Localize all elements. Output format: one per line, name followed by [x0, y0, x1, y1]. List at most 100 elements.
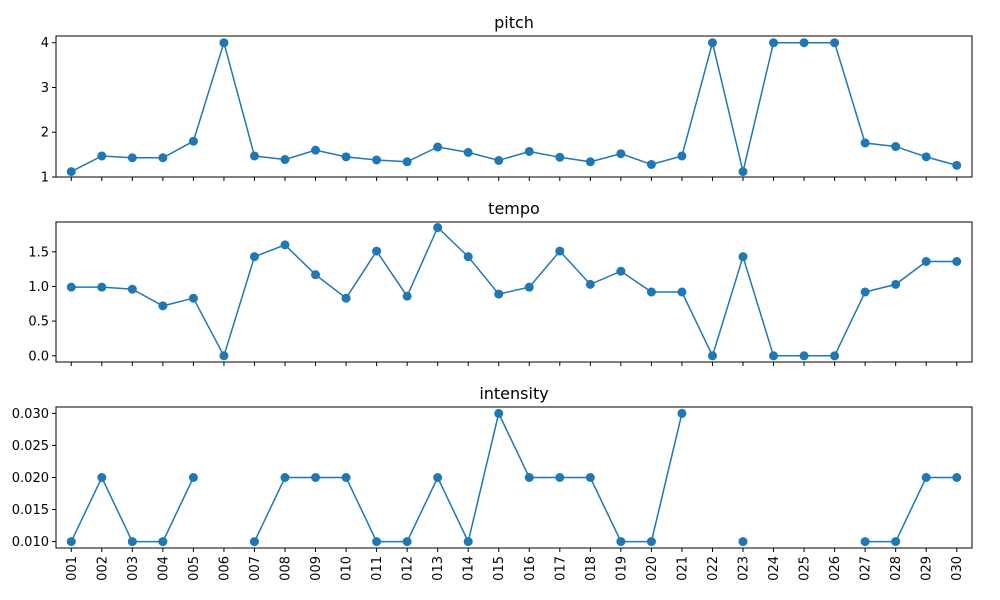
y-tick-label: 0.020: [12, 471, 49, 486]
panel-title: tempo: [488, 199, 540, 218]
panel-intensity: intensity 0.010 0.015 0.020 0.025 0.030: [12, 384, 973, 552]
panel-pitch: pitch 1 2 3 4: [41, 13, 973, 186]
data-point: [738, 252, 748, 262]
x-tick-label: 002: [95, 556, 110, 581]
data-point: [66, 537, 76, 547]
data-point: [158, 153, 168, 163]
y-tick-label: 1.5: [28, 245, 49, 260]
x-tick-label: 027: [859, 556, 874, 581]
y-tick-label: 3: [41, 81, 49, 96]
data-point: [707, 38, 717, 48]
x-tick-label: 009: [309, 556, 324, 581]
y-tick-label: 0.025: [12, 439, 49, 454]
data-point: [952, 257, 962, 267]
x-tick-label: 015: [492, 556, 507, 581]
data-point: [341, 473, 351, 482]
data-point: [677, 408, 687, 418]
x-tick-label: 004: [156, 556, 171, 581]
data-point: [433, 473, 443, 482]
data-point: [433, 223, 443, 233]
data-point: [921, 152, 931, 162]
data-point: [891, 537, 901, 547]
data-point: [860, 138, 870, 148]
data-point: [555, 246, 565, 256]
data-point: [921, 473, 931, 482]
x-tick-label: 016: [523, 556, 538, 581]
data-point: [341, 293, 351, 303]
data-point: [188, 293, 198, 303]
data-point: [555, 152, 565, 162]
x-tick-label: 007: [248, 556, 263, 581]
data-point: [372, 155, 382, 165]
data-point: [188, 136, 198, 146]
x-tick-label: 011: [370, 556, 385, 581]
data-point: [830, 351, 840, 361]
data-point: [494, 289, 504, 299]
data-point: [585, 473, 595, 482]
y-tick-label: 1.0: [28, 280, 49, 295]
data-point: [494, 408, 504, 418]
y-tick-label: 0.5: [28, 315, 49, 330]
data-point: [97, 473, 107, 482]
data-point: [158, 537, 168, 547]
panel-tempo: tempo 0.0 0.5 1.0 1.5: [28, 199, 973, 366]
data-point: [249, 252, 259, 262]
x-tick-label: 014: [462, 556, 477, 581]
data-point: [219, 38, 229, 48]
plot-frame: [55, 35, 973, 178]
data-point: [555, 473, 565, 482]
x-tick-label: 030: [950, 556, 965, 581]
data-point: [585, 279, 595, 289]
data-point: [219, 351, 229, 361]
x-tick-label: 003: [126, 556, 141, 581]
data-point: [249, 151, 259, 161]
data-point: [799, 351, 809, 361]
y-tick-label: 4: [41, 36, 49, 51]
data-point: [769, 351, 779, 361]
data-point: [66, 167, 76, 177]
x-tick-label: 017: [553, 556, 568, 581]
series-line: [70, 40, 957, 173]
data-point: [127, 537, 137, 547]
plot-frame: [55, 221, 973, 363]
x-tick-label: 006: [217, 556, 232, 581]
data-point: [433, 142, 443, 152]
data-point: [769, 38, 779, 48]
data-point: [524, 146, 534, 156]
series-line: [70, 475, 195, 543]
x-tick-label: 020: [645, 556, 660, 581]
data-point: [402, 291, 412, 301]
data-point: [249, 537, 259, 547]
data-point: [311, 270, 321, 280]
x-tick-label: 023: [737, 556, 752, 581]
data-point: [860, 537, 870, 547]
data-point: [524, 282, 534, 292]
data-point: [830, 38, 840, 48]
data-point: [97, 151, 107, 161]
data-point: [891, 142, 901, 152]
data-point: [799, 38, 809, 48]
x-tick-label: 021: [675, 556, 690, 581]
x-tick-label: 024: [767, 556, 782, 581]
y-tick-label: 0.0: [28, 349, 49, 364]
data-point: [616, 266, 626, 276]
x-tick-label: 028: [889, 556, 904, 581]
data-point: [616, 149, 626, 159]
data-point: [463, 537, 473, 547]
data-point: [188, 473, 198, 482]
data-point: [646, 287, 656, 297]
data-point: [311, 145, 321, 155]
data-point: [280, 240, 290, 250]
data-point: [921, 257, 931, 267]
data-point: [463, 252, 473, 262]
data-point: [372, 246, 382, 256]
data-point: [738, 167, 748, 177]
y-tick-label: 0.015: [12, 503, 49, 518]
x-tick-label: 001: [65, 556, 80, 581]
x-tick-label: 022: [706, 556, 721, 581]
data-point: [891, 279, 901, 289]
data-point: [66, 282, 76, 292]
x-tick-label: 025: [798, 556, 813, 581]
y-tick-label: 1: [41, 171, 49, 186]
